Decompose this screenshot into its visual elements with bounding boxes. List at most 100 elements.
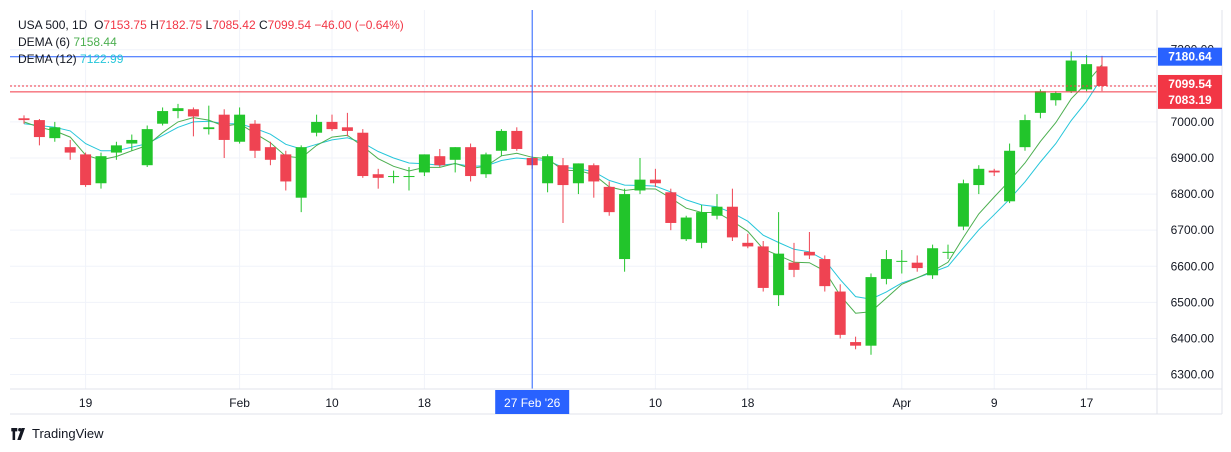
candle-body xyxy=(803,251,815,256)
candle-body xyxy=(33,120,45,138)
candle-body xyxy=(388,176,400,178)
candle xyxy=(1096,55,1108,92)
candle-body xyxy=(80,154,92,186)
candle xyxy=(619,188,631,272)
tradingview-logo-icon xyxy=(11,427,25,440)
candle-body xyxy=(1081,64,1093,90)
candle-body xyxy=(988,170,1000,173)
candle-body xyxy=(603,186,615,213)
candle-body xyxy=(927,248,939,276)
candle-body xyxy=(64,147,76,153)
candle xyxy=(126,134,138,151)
candle xyxy=(665,188,677,231)
x-tick-label: 18 xyxy=(741,396,755,410)
dema12-value: 7122.99 xyxy=(80,52,124,66)
candle xyxy=(495,129,507,157)
candle xyxy=(1004,143,1016,204)
candle-body xyxy=(542,156,554,184)
dema12-row[interactable]: DEMA (12) 7122.99 xyxy=(18,51,404,68)
y-tick-label: 6300.00 xyxy=(1171,368,1215,382)
candle-body xyxy=(480,154,492,175)
candle xyxy=(1019,114,1031,151)
candle xyxy=(819,255,831,292)
candle xyxy=(1034,89,1046,119)
candle-body xyxy=(1096,66,1108,86)
candle xyxy=(110,141,122,160)
candle-body xyxy=(172,108,184,112)
candle xyxy=(865,273,877,355)
candle xyxy=(511,127,523,151)
candle-body xyxy=(649,179,661,184)
y-tick-label: 7000.00 xyxy=(1171,115,1215,129)
candle-body xyxy=(619,194,631,260)
candle-body xyxy=(896,260,908,262)
candle xyxy=(234,107,246,144)
change-value: −46.00 (−0.64%) xyxy=(314,18,404,32)
chart-legend: USA 500, 1D O7153.75 H7182.75 L7085.42 C… xyxy=(18,17,404,68)
candle-body xyxy=(418,154,430,173)
symbol-label[interactable]: USA 500 xyxy=(18,18,66,32)
candle xyxy=(341,112,353,137)
high-value: 7182.75 xyxy=(158,18,203,32)
candle xyxy=(218,109,230,158)
x-tick-label: 10 xyxy=(649,396,663,410)
candle xyxy=(357,129,369,178)
candle-body xyxy=(1034,91,1046,113)
candle xyxy=(80,152,92,187)
candle xyxy=(480,152,492,178)
candle-body xyxy=(757,246,769,288)
candle-body xyxy=(1004,150,1016,202)
price-badge-label: 7083.19 xyxy=(1168,93,1212,107)
candle xyxy=(33,119,45,146)
candles-group xyxy=(18,51,1108,355)
candle-body xyxy=(1050,93,1062,101)
candle xyxy=(1050,91,1062,106)
candle xyxy=(557,157,569,223)
y-tick-label: 6500.00 xyxy=(1171,295,1215,309)
candle-body xyxy=(465,147,477,177)
candle-body xyxy=(572,163,584,184)
candle-body xyxy=(942,251,954,253)
brand-label: TradingView xyxy=(32,426,104,441)
x-tick-label: 17 xyxy=(1080,396,1094,410)
x-tick-label: Apr xyxy=(892,396,911,410)
candle xyxy=(203,105,215,135)
grid-lines xyxy=(10,10,1157,389)
tradingview-brand[interactable]: TradingView xyxy=(10,426,104,441)
interval-label[interactable]: 1D xyxy=(72,18,88,32)
candle xyxy=(372,168,384,189)
candle-body xyxy=(850,342,862,346)
dema12-label: DEMA (12) xyxy=(18,52,77,66)
candle-body xyxy=(726,206,738,238)
candle xyxy=(418,154,430,177)
low-value: 7085.42 xyxy=(212,18,256,32)
candle xyxy=(911,255,923,272)
candle xyxy=(157,107,169,126)
candle xyxy=(388,170,400,184)
candle-body xyxy=(973,168,985,186)
dema6-row[interactable]: DEMA (6) 7158.44 xyxy=(18,34,404,51)
candle xyxy=(973,165,985,195)
price-badge-label: 7099.54 xyxy=(1168,77,1212,91)
candle-body xyxy=(326,121,338,130)
y-tick-label: 6700.00 xyxy=(1171,223,1215,237)
time-axis[interactable]: 19 Feb 10 18 27 Feb '26 10 18 Apr 9 17 xyxy=(79,390,1094,414)
dema6-value: 7158.44 xyxy=(73,35,117,49)
candle-body xyxy=(819,259,831,287)
candle xyxy=(850,336,862,350)
candle xyxy=(434,148,446,168)
candle xyxy=(1081,55,1093,92)
candle-body xyxy=(696,212,708,243)
candle-body xyxy=(1065,60,1077,92)
candle-body xyxy=(218,114,230,140)
candle xyxy=(773,212,785,306)
candle-body xyxy=(264,147,276,160)
candle-body xyxy=(187,109,199,117)
candle xyxy=(95,152,107,189)
candle-body xyxy=(280,154,292,182)
candle-body xyxy=(834,291,846,335)
candle xyxy=(542,154,554,193)
candle xyxy=(264,141,276,166)
crosshair-date-badge xyxy=(495,390,570,414)
